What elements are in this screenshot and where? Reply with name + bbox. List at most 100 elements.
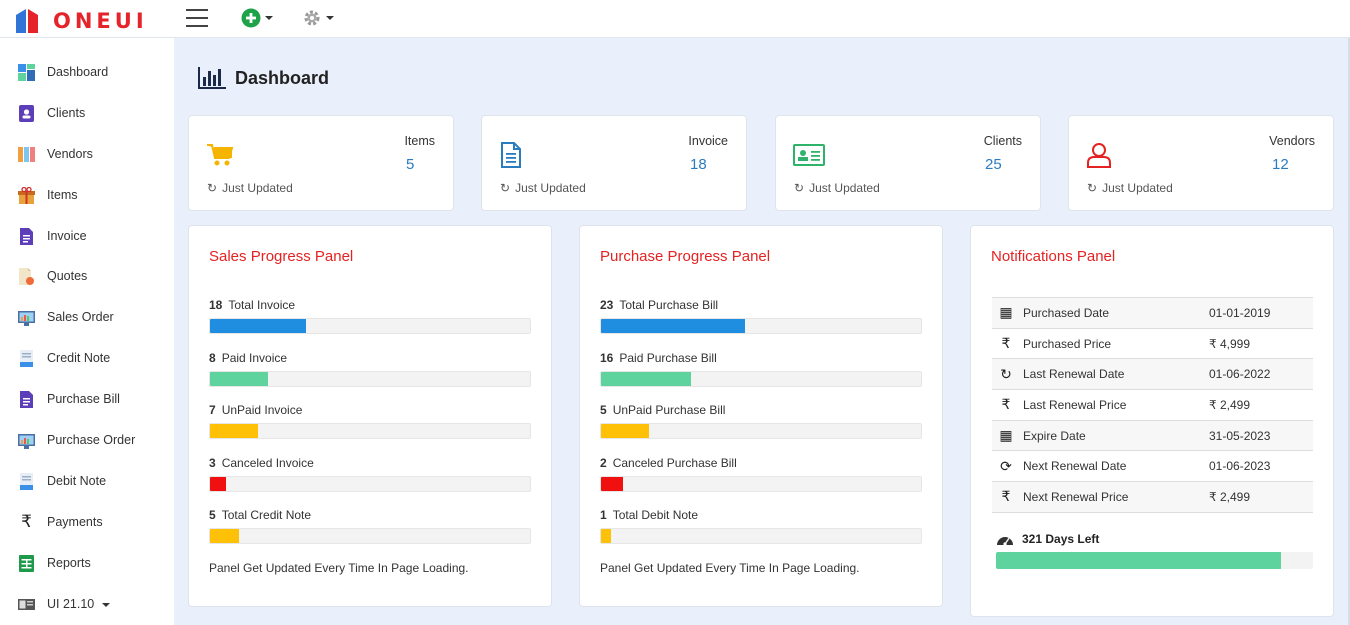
progress-bar: [600, 371, 922, 387]
chevron-down-icon: [265, 16, 273, 20]
sidebar-item-payments[interactable]: ₹ Payments: [0, 505, 174, 539]
progress-row: 23 Total Purchase Bill: [600, 298, 922, 334]
sidebar-item-label: Items: [47, 188, 78, 202]
progress-count: 5: [600, 403, 607, 417]
table-row: ₹ Purchased Price ₹ 4,999: [992, 329, 1313, 360]
progress-fill: [210, 424, 258, 438]
progress-label: UnPaid Purchase Bill: [612, 403, 726, 417]
sidebar-item-credit-note[interactable]: Credit Note: [0, 341, 174, 375]
sidebar-item-label: Invoice: [47, 229, 87, 243]
quotes-icon: [18, 267, 35, 285]
table-row: ⟳ Next Renewal Date 01-06-2023: [992, 451, 1313, 483]
panel-note: Panel Get Updated Every Time In Page Loa…: [600, 561, 860, 575]
invoice-icon: [18, 227, 35, 245]
row-value: ₹ 2,499: [1209, 489, 1250, 504]
stat-footer-text: Just Updated: [222, 181, 293, 195]
row-value: 01-06-2022: [1209, 367, 1271, 382]
progress-label: Total Debit Note: [612, 508, 699, 522]
rupee-icon: ₹: [21, 512, 32, 532]
stat-card-vendors[interactable]: Vendors 12 ↻ Just Updated: [1068, 115, 1334, 211]
sidebar-item-debit-note[interactable]: Debit Note: [0, 464, 174, 498]
purchase-order-icon: [18, 432, 35, 449]
stat-footer-text: Just Updated: [1102, 181, 1173, 195]
progress-bar: [209, 476, 531, 492]
table-row: ▦ Purchased Date 01-01-2019: [992, 298, 1313, 329]
sidebar-item-reports[interactable]: Reports: [0, 546, 174, 580]
progress-row: 18 Total Invoice: [209, 298, 531, 334]
progress-count: 3: [209, 456, 216, 470]
progress-bar: [209, 318, 531, 334]
row-label: Purchased Price: [1023, 336, 1112, 351]
sidebar-item-label: Sales Order: [47, 310, 114, 324]
panel-title: Sales Progress Panel: [209, 248, 354, 265]
hamburger-menu-button[interactable]: [186, 9, 208, 27]
sales-order-icon: [18, 309, 35, 326]
progress-fill: [210, 319, 306, 333]
stat-label: Items: [404, 134, 435, 148]
sidebar-item-label: Dashboard: [47, 65, 109, 79]
sidebar-item-label: Purchase Order: [47, 433, 136, 447]
sidebar-item-clients[interactable]: Clients: [0, 96, 174, 130]
days-left-text: 321 Days Left: [1022, 532, 1100, 546]
sidebar-item-purchase-bill[interactable]: Purchase Bill: [0, 382, 174, 416]
stat-value: 12: [1272, 156, 1289, 173]
progress-count: 18: [209, 298, 223, 312]
sidebar-item-invoice[interactable]: Invoice: [0, 219, 174, 253]
progress-row: 2 Canceled Purchase Bill: [600, 456, 922, 492]
sidebar-item-dashboard[interactable]: Dashboard: [0, 55, 174, 89]
settings-button[interactable]: [302, 8, 334, 28]
progress-label: Total Purchase Bill: [619, 298, 719, 312]
version-icon: [18, 596, 35, 613]
sidebar-item-vendors[interactable]: Vendors: [0, 137, 174, 171]
progress-label: Total Invoice: [228, 298, 296, 312]
reports-icon: [18, 554, 35, 572]
row-label: Last Renewal Price: [1023, 397, 1127, 412]
sidebar-item-purchase-order[interactable]: Purchase Order: [0, 423, 174, 457]
logo[interactable]: ONEUI: [10, 4, 144, 38]
refresh-icon: ↻: [1000, 365, 1012, 382]
sidebar-item-sales-order[interactable]: Sales Order: [0, 300, 174, 334]
add-new-button[interactable]: [241, 8, 273, 28]
logo-icon: [14, 7, 44, 35]
sidebar-item-quotes[interactable]: Quotes: [0, 259, 174, 293]
table-row: ▦ Expire Date 31-05-2023: [992, 420, 1313, 452]
gear-icon: [304, 10, 320, 26]
sidebar-item-items[interactable]: Items: [0, 178, 174, 212]
sidebar-item-version[interactable]: UI 21.10: [0, 587, 174, 621]
calendar-icon: ▦: [999, 427, 1013, 444]
row-value: ₹ 4,999: [1209, 336, 1250, 351]
credit-note-icon: [18, 349, 35, 367]
client-icon: [18, 104, 35, 122]
progress-fill: [601, 477, 624, 491]
progress-bar: [600, 423, 922, 439]
progress-row: 3 Canceled Invoice: [209, 456, 531, 492]
sidebar-item-label: Credit Note: [47, 351, 111, 365]
progress-bar: [209, 528, 531, 544]
panel-title: Purchase Progress Panel: [600, 248, 771, 265]
days-left-fill: [996, 552, 1282, 569]
stat-footer: ↻ Just Updated: [500, 181, 586, 195]
scrollbar[interactable]: [1348, 38, 1350, 625]
progress-bar: [600, 528, 922, 544]
stat-card-items[interactable]: Items 5 ↻ Just Updated: [188, 115, 454, 211]
sidebar-item-label: Debit Note: [47, 474, 107, 488]
stat-card-clients[interactable]: Clients 25 ↻ Just Updated: [775, 115, 1041, 211]
sidebar-item-label: Reports: [47, 556, 91, 570]
progress-label: Paid Purchase Bill: [619, 351, 717, 365]
progress-label: Total Credit Note: [221, 508, 312, 522]
refresh-icon: ↻: [207, 181, 218, 195]
progress-fill: [210, 372, 268, 386]
progress-row: 5 UnPaid Purchase Bill: [600, 403, 922, 439]
panel-note: Panel Get Updated Every Time In Page Loa…: [209, 561, 469, 575]
progress-label: Canceled Purchase Bill: [612, 456, 737, 470]
user-icon: [1086, 142, 1114, 168]
rupee-icon: ₹: [1001, 488, 1011, 505]
progress-count: 1: [600, 508, 607, 522]
progress-fill: [601, 372, 691, 386]
sidebar-item-label: Quotes: [47, 269, 88, 283]
progress-count: 8: [209, 351, 216, 365]
stat-card-invoice[interactable]: Invoice 18 ↻ Just Updated: [481, 115, 747, 211]
progress-fill: [210, 477, 226, 491]
progress-label: Paid Invoice: [221, 351, 288, 365]
cart-icon: [206, 142, 234, 168]
